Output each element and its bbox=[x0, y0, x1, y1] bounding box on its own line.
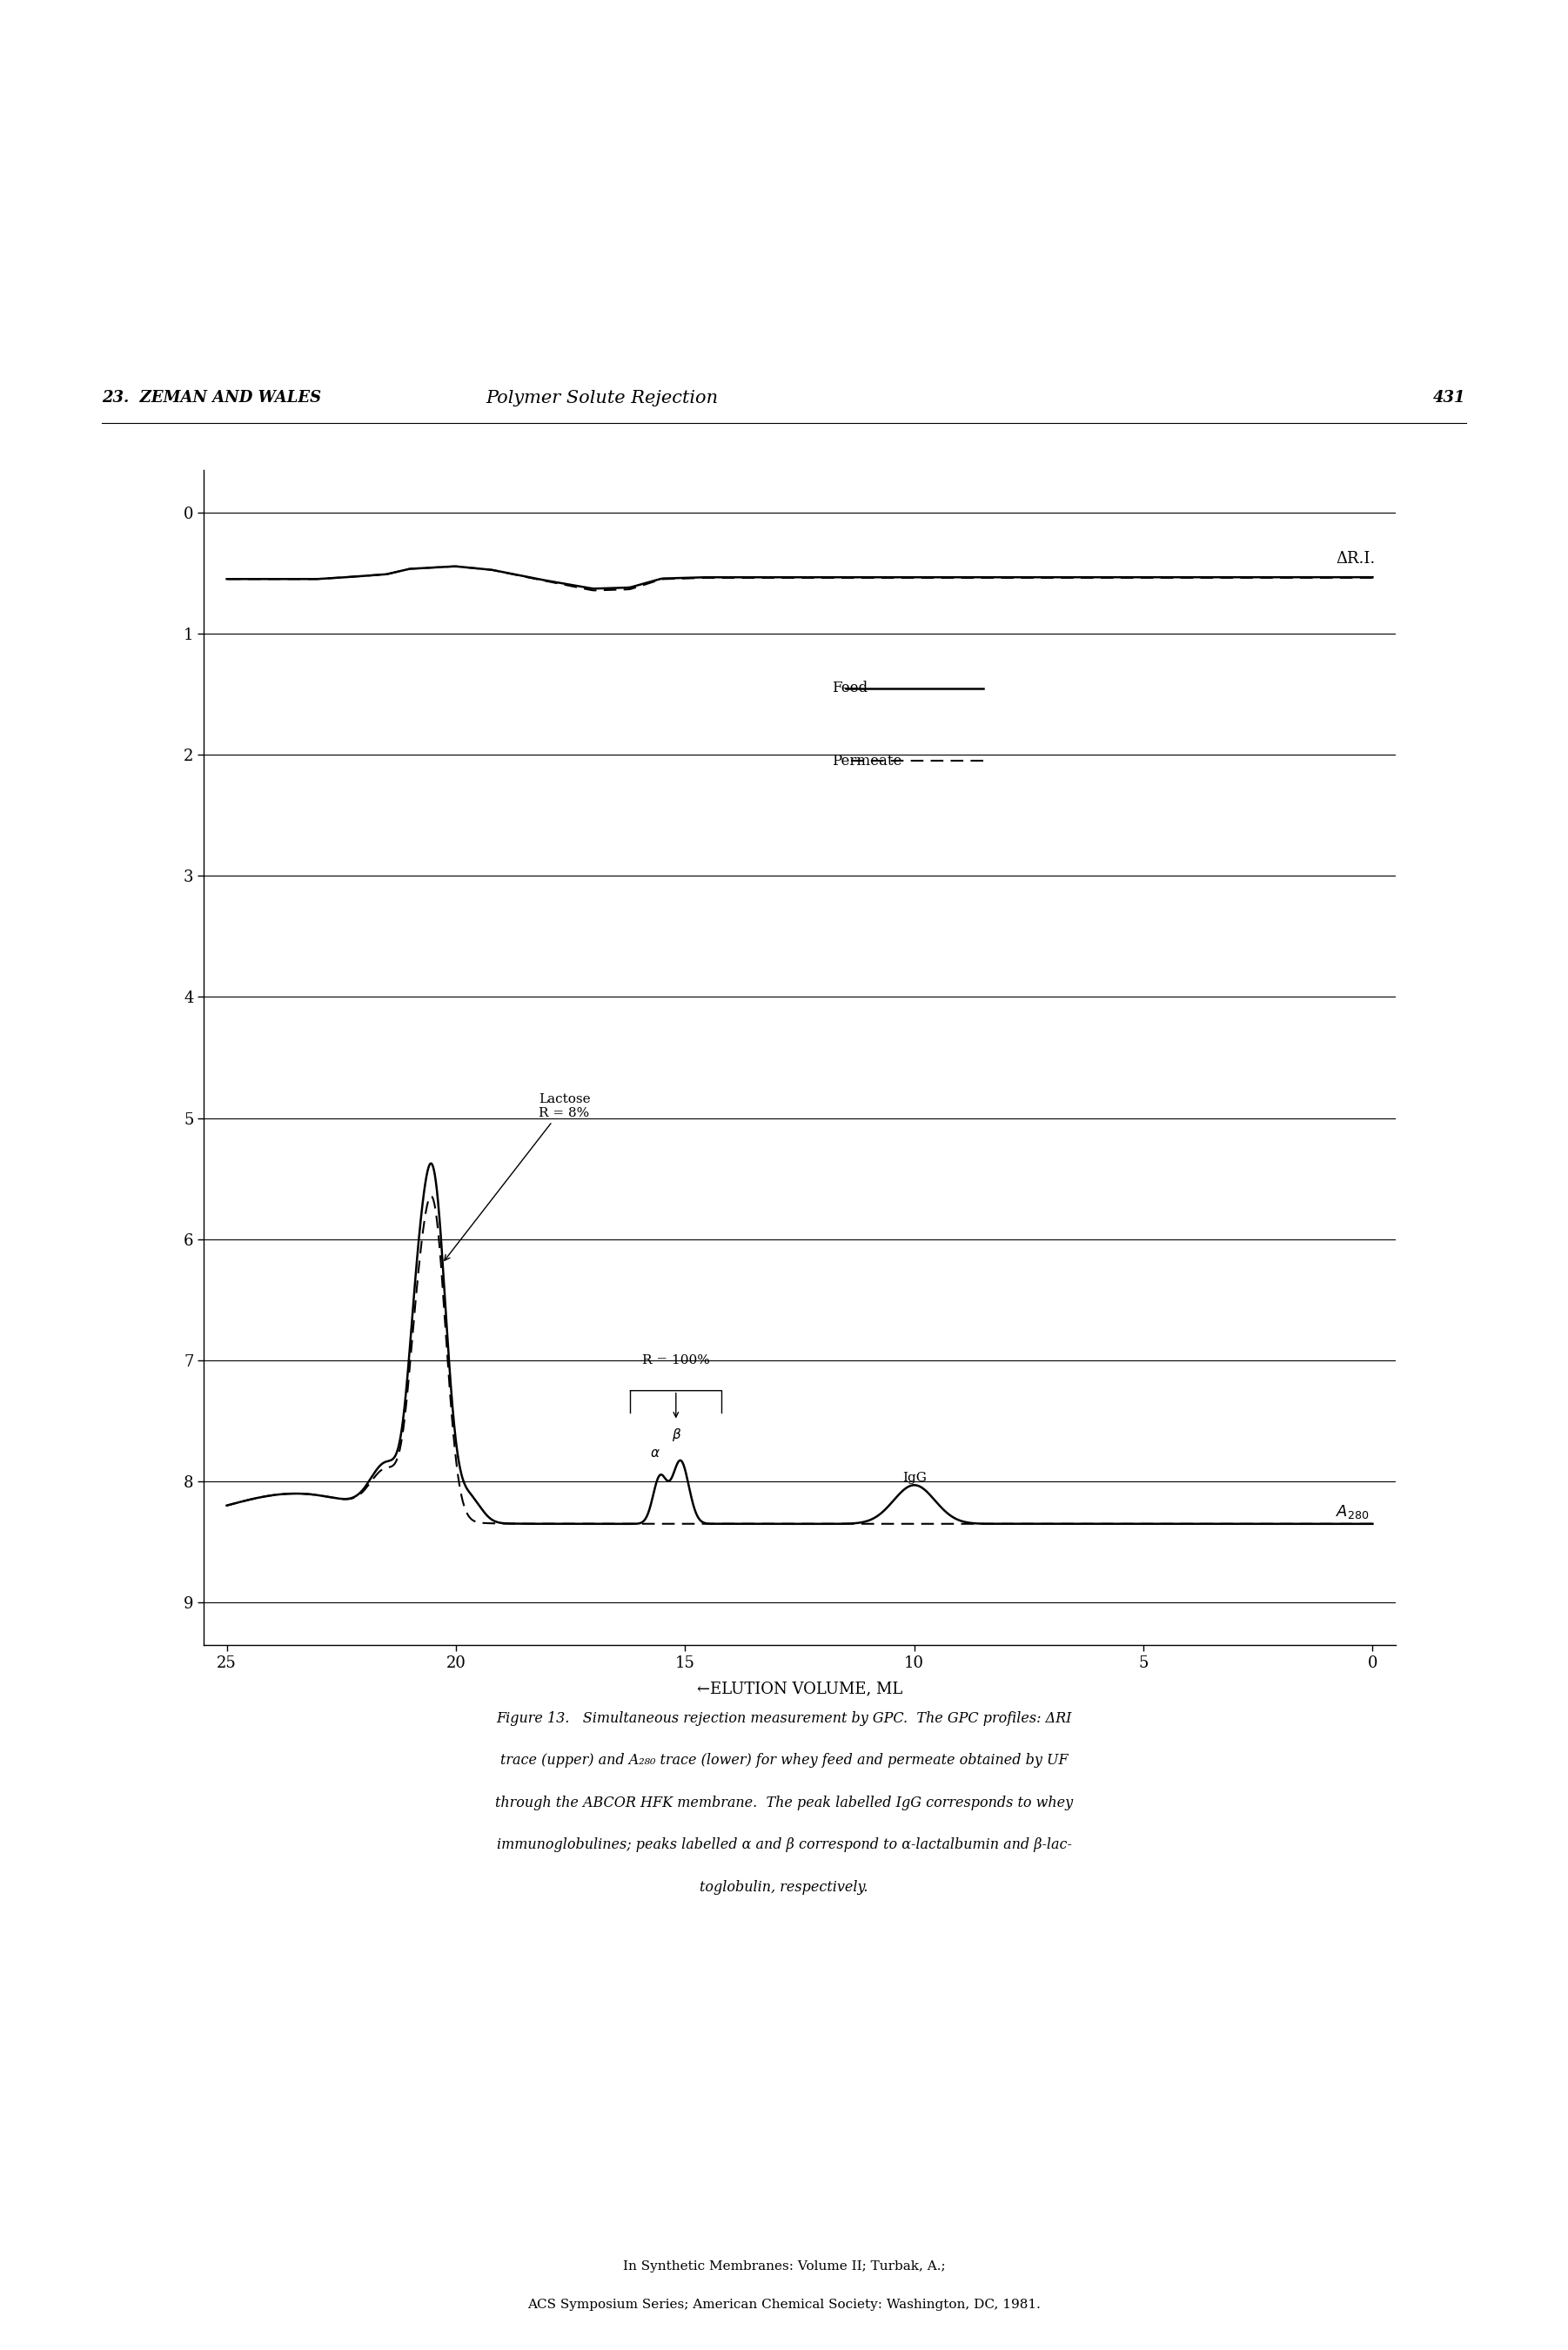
Text: trace (upper) and A₂₈₀ trace (lower) for whey feed and permeate obtained by UF: trace (upper) and A₂₈₀ trace (lower) for… bbox=[500, 1753, 1068, 1767]
Text: 23.  ZEMAN AND WALES: 23. ZEMAN AND WALES bbox=[102, 390, 321, 407]
Text: $\beta$: $\beta$ bbox=[673, 1426, 682, 1443]
Text: Figure 13.   Simultaneous rejection measurement by GPC.  The GPC profiles: ΔRI: Figure 13. Simultaneous rejection measur… bbox=[495, 1711, 1073, 1725]
Text: Lactose
R = 8%: Lactose R = 8% bbox=[444, 1093, 590, 1260]
Text: Permeate: Permeate bbox=[831, 754, 902, 768]
Text: toglobulin, respectively.: toglobulin, respectively. bbox=[699, 1880, 869, 1894]
Text: IgG: IgG bbox=[902, 1471, 927, 1483]
X-axis label: ←ELUTION VOLUME, ML: ←ELUTION VOLUME, ML bbox=[696, 1680, 903, 1697]
Text: 431: 431 bbox=[1433, 390, 1466, 407]
Text: ΔR.I.: ΔR.I. bbox=[1336, 550, 1375, 566]
Text: R = 100%: R = 100% bbox=[641, 1354, 710, 1365]
Text: Feed: Feed bbox=[831, 682, 867, 696]
Text: through the ABCOR HFK membrane.  The peak labelled IgG corresponds to whey: through the ABCOR HFK membrane. The peak… bbox=[495, 1795, 1073, 1810]
Text: $A_{280}$: $A_{280}$ bbox=[1336, 1504, 1369, 1520]
Text: Polymer Solute Rejection: Polymer Solute Rejection bbox=[486, 390, 718, 407]
Text: $\alpha$: $\alpha$ bbox=[651, 1448, 660, 1459]
Text: ACS Symposium Series; American Chemical Society: Washington, DC, 1981.: ACS Symposium Series; American Chemical … bbox=[527, 2298, 1041, 2310]
Text: immunoglobulines; peaks labelled α and β correspond to α-lactalbumin and β-lac-: immunoglobulines; peaks labelled α and β… bbox=[497, 1838, 1071, 1852]
Text: In Synthetic Membranes: Volume II; Turbak, A.;: In Synthetic Membranes: Volume II; Turba… bbox=[622, 2261, 946, 2272]
